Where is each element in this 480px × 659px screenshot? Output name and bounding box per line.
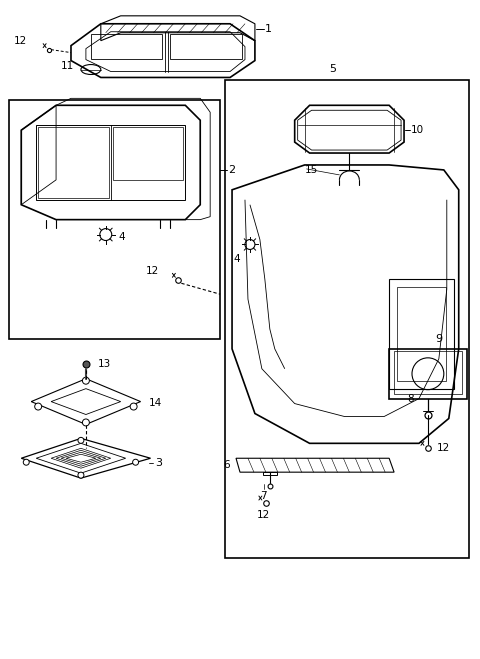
Text: 2: 2	[228, 165, 235, 175]
Text: 12: 12	[13, 36, 26, 45]
Text: 11: 11	[61, 61, 74, 71]
Text: 3: 3	[156, 458, 163, 469]
Text: 1: 1	[265, 24, 272, 34]
Text: 15: 15	[305, 165, 318, 175]
Circle shape	[23, 459, 29, 465]
Text: 9: 9	[435, 334, 443, 344]
Text: 5: 5	[329, 63, 336, 74]
Circle shape	[83, 419, 89, 426]
Circle shape	[83, 377, 89, 384]
Circle shape	[132, 459, 139, 465]
Text: 4: 4	[119, 231, 125, 242]
Circle shape	[78, 438, 84, 444]
Text: 14: 14	[148, 397, 162, 407]
Text: 4: 4	[233, 254, 240, 264]
Text: 10: 10	[411, 125, 424, 135]
Text: 13: 13	[98, 358, 111, 369]
Circle shape	[78, 472, 84, 478]
Text: 8: 8	[408, 393, 414, 403]
Text: 7: 7	[260, 491, 266, 501]
Text: 12: 12	[145, 266, 159, 276]
Circle shape	[35, 403, 42, 410]
Text: 12: 12	[437, 444, 450, 453]
Text: 6: 6	[223, 460, 230, 471]
Circle shape	[130, 403, 137, 410]
Text: 12: 12	[257, 510, 270, 520]
